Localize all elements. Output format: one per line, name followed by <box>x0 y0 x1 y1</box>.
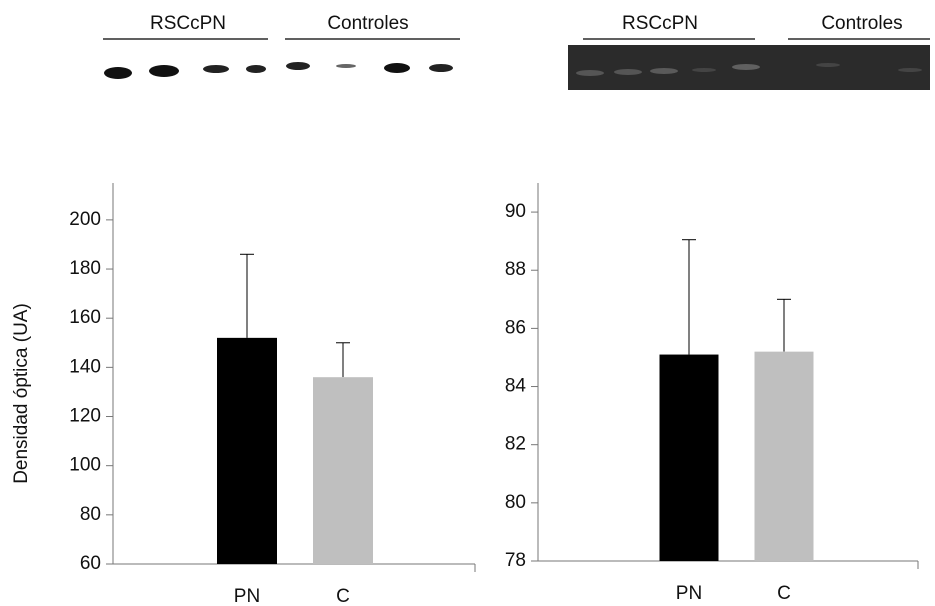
blot-label: Controles <box>821 13 902 34</box>
y-tick-label: 86 <box>505 317 526 338</box>
y-tick-label: 200 <box>69 209 101 230</box>
y-tick-label: 90 <box>505 201 526 222</box>
bar <box>660 355 719 561</box>
y-tick-label: 180 <box>69 258 101 279</box>
bar <box>313 377 373 564</box>
y-tick-label: 100 <box>69 455 101 476</box>
y-tick-label: 160 <box>69 307 101 328</box>
y-tick-label: 78 <box>505 550 526 571</box>
y-tick-label: 84 <box>505 376 527 397</box>
figure: RSCcPN Controles 60 80 100 120 140 160 180 200 Den… <box>0 0 935 606</box>
x-tick-label: PN <box>676 583 702 604</box>
x-tick-label: PN <box>234 586 260 606</box>
y-tick-label: 120 <box>69 406 101 427</box>
x-tick-label: C <box>336 586 350 606</box>
y-tick-label: 80 <box>505 492 526 513</box>
y-tick-label: 140 <box>69 356 101 377</box>
x-tick-label: C <box>777 583 791 604</box>
y-tick-label: 80 <box>80 504 101 525</box>
y-tick-label: 88 <box>505 259 526 280</box>
western-blot <box>104 62 453 79</box>
blot-label: Controles <box>327 13 408 34</box>
y-axis-label: Densidad óptica (UA) <box>11 303 32 484</box>
blot-label: RSCcPN <box>622 13 698 34</box>
gel-image <box>568 45 930 90</box>
y-tick-label: 60 <box>80 553 101 574</box>
bar <box>755 352 814 561</box>
y-tick-label: 82 <box>505 434 526 455</box>
bar <box>217 338 277 564</box>
blot-label: RSCcPN <box>150 13 226 34</box>
